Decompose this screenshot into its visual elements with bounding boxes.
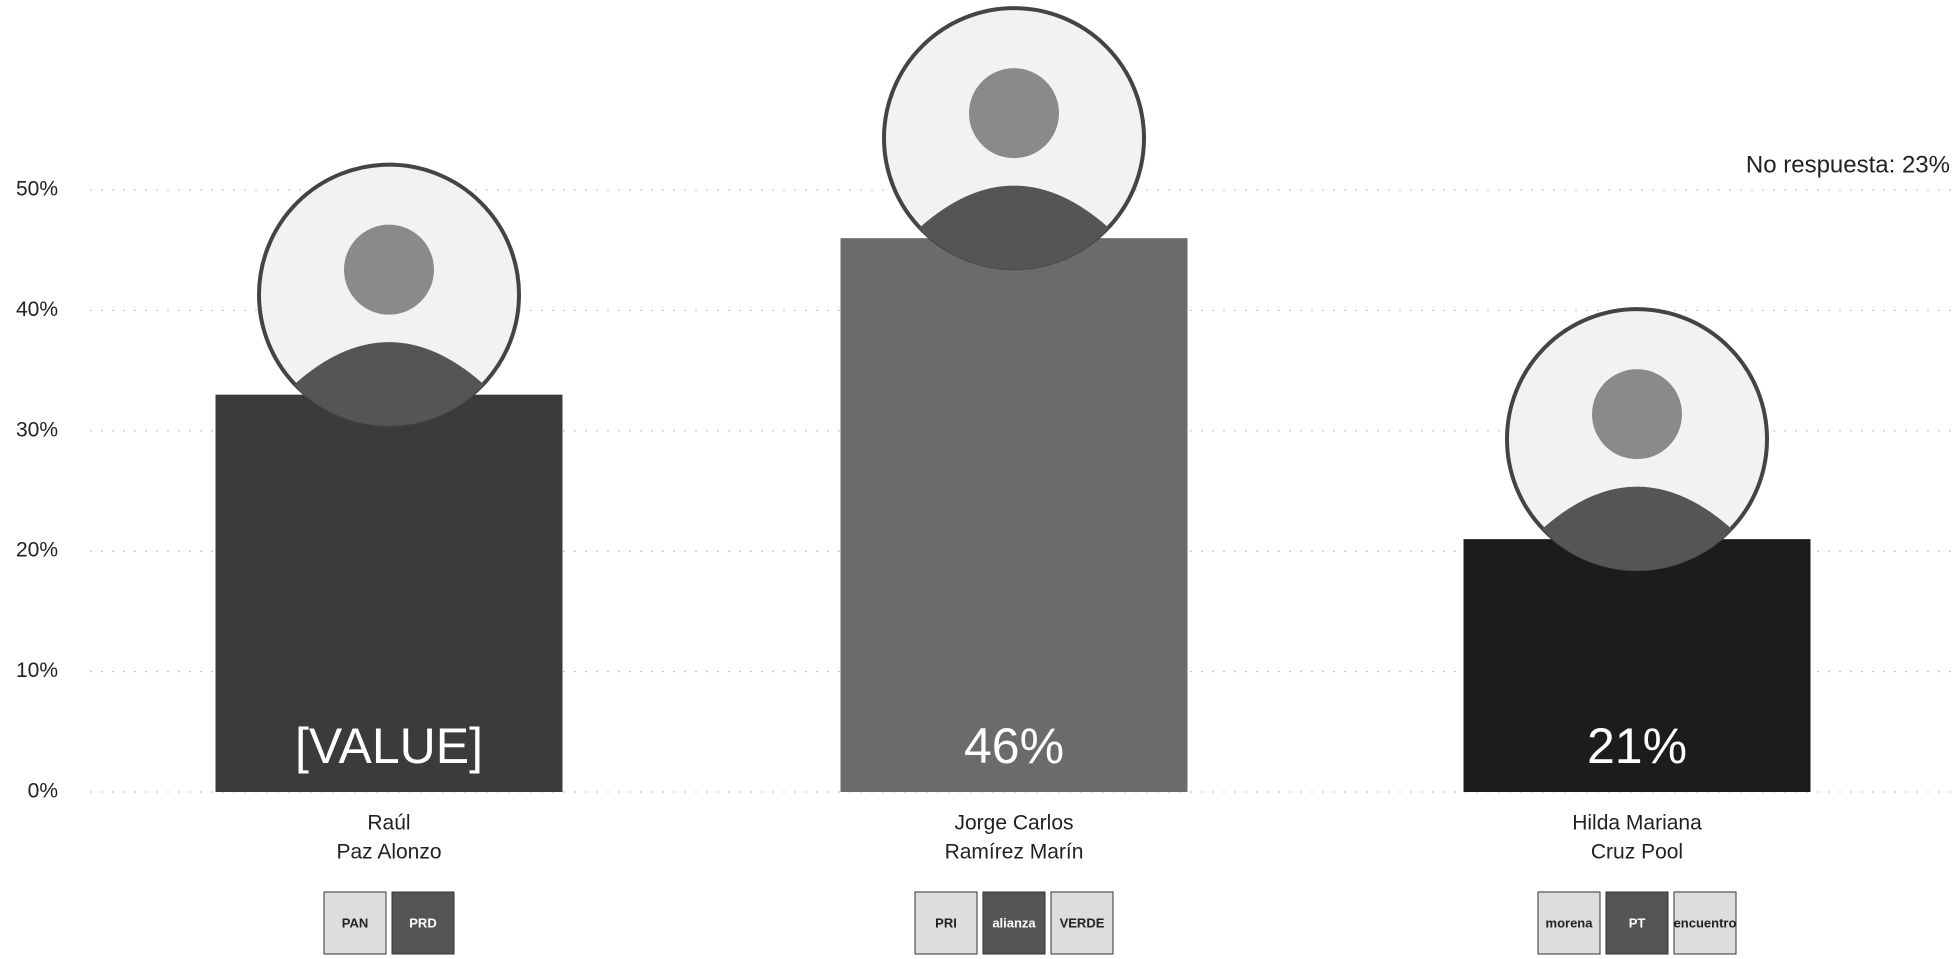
- photo-body: [919, 185, 1109, 270]
- annotation: No respuesta: 23%: [1746, 151, 1950, 178]
- bar: [840, 238, 1188, 792]
- party-logo: [1673, 891, 1737, 955]
- y-tick-label: 10%: [16, 659, 58, 682]
- x-tick-label: Jorge Carlos: [954, 812, 1073, 835]
- x-tick-label: Paz Alonzo: [336, 841, 441, 864]
- party-logo-text: PT: [1629, 915, 1646, 930]
- party-logo-text: encuentro: [1674, 915, 1737, 930]
- value-label: 46%: [964, 718, 1064, 774]
- value-label: [VALUE]: [295, 718, 483, 774]
- party-logo: [1537, 891, 1601, 955]
- photo-head: [344, 224, 434, 315]
- party-logo-text: PRD: [409, 915, 436, 930]
- y-tick-label: 0%: [28, 780, 58, 803]
- party-logo-text: PAN: [342, 915, 368, 930]
- y-tick-label: 40%: [16, 298, 58, 321]
- party-logo-text: PRI: [935, 915, 957, 930]
- y-tick-label: 30%: [16, 418, 58, 441]
- bar: [215, 394, 563, 792]
- party-logo-text: morena: [1546, 915, 1594, 930]
- party-logo: [1605, 891, 1669, 955]
- party-logo: [323, 891, 387, 955]
- party-logo-text: alianza: [992, 915, 1036, 930]
- party-logo-text: VERDE: [1060, 915, 1105, 930]
- photo-body: [294, 342, 484, 426]
- x-tick-label: Raúl: [367, 812, 410, 835]
- party-logo: [1050, 891, 1114, 955]
- party-logo: [982, 891, 1046, 955]
- photo-body: [1542, 486, 1732, 571]
- party-logo: [914, 891, 978, 955]
- photo-head: [1592, 369, 1682, 460]
- x-tick-label: Hilda Mariana: [1572, 812, 1702, 835]
- y-tick-label: 50%: [16, 178, 58, 201]
- photo-head: [969, 68, 1059, 159]
- y-tick-label: 20%: [16, 539, 58, 562]
- x-tick-label: Cruz Pool: [1591, 841, 1683, 864]
- bar: [1463, 539, 1811, 792]
- party-logo: [391, 891, 455, 955]
- x-tick-label: Ramírez Marín: [945, 841, 1084, 864]
- value-label: 21%: [1587, 718, 1687, 774]
